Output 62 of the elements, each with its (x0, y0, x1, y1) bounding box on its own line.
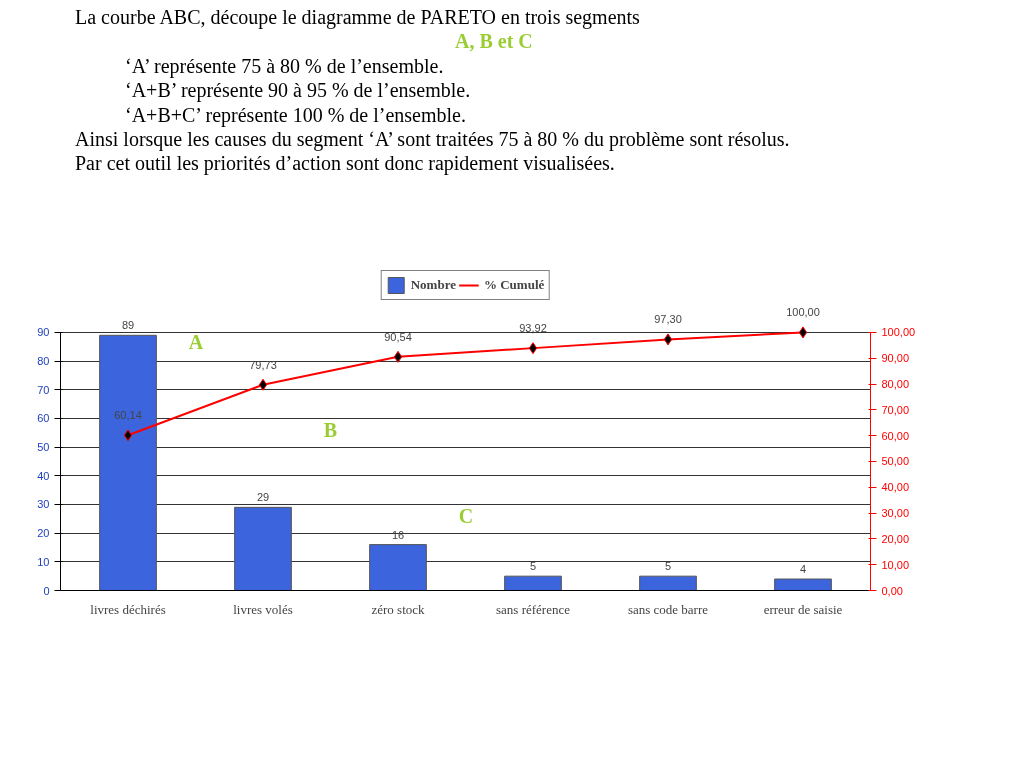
annotation: B (323, 419, 338, 442)
y-tick-label: 60 (37, 412, 50, 425)
text: Par cet outil les priorités d’action sont donc rapidement visualisées. (75, 151, 616, 176)
y2-tick-label: 50,00 (881, 455, 910, 468)
bar (639, 575, 697, 591)
y-tick-label: 70 (37, 383, 50, 396)
bar (774, 578, 832, 591)
point (798, 326, 808, 339)
point (663, 333, 673, 346)
text: ‘A+B+C’ représente 100 % de l’ensemble. (125, 102, 467, 127)
y2-tick-label: 80,00 (881, 378, 910, 391)
y2-tick-label: 30,00 (881, 507, 910, 520)
bar (504, 575, 562, 591)
data-label: 93,92 (519, 322, 547, 335)
x-tick-label: sans référence (496, 601, 571, 617)
x-tick-label: zéro stock (371, 601, 426, 617)
point (528, 342, 538, 355)
x-tick-label: livres déchirés (90, 601, 166, 617)
data-label: 79,73 (249, 358, 277, 371)
point (258, 378, 268, 391)
data-label: 97,30 (654, 313, 682, 326)
annotation: A (188, 330, 204, 353)
text: Ainsi lorsque les causes du segment ‘A’ sont traitées 75 à 80 % du problème sont résolus. (75, 127, 791, 152)
bar (99, 334, 157, 591)
legend-label: Nombre (410, 277, 456, 293)
data-label: 29 (256, 491, 270, 504)
y-tick-label: 50 (37, 441, 50, 454)
point (123, 429, 133, 442)
y-tick-label: 0 (43, 584, 50, 597)
data-label: 100,00 (786, 306, 820, 319)
x-tick-label: erreur de saisie (763, 601, 843, 617)
y2-tick-label: 70,00 (881, 403, 910, 416)
x-tick-label: sans code barre (627, 601, 709, 617)
data-label: 5 (529, 560, 537, 573)
y-tick-label: 80 (37, 355, 50, 368)
legend-label: % Cumulé (483, 277, 545, 293)
annotation: C (458, 505, 474, 528)
y-tick-label: 90 (37, 326, 50, 339)
text: ‘A’ représente 75 à 80 % de l’ensemble. (125, 53, 445, 79)
text: ‘A+B’ représente 90 à 95 % de l’ensemble. (125, 78, 472, 103)
y2-tick-label: 100,00 (881, 326, 916, 339)
x-tick-label: livres volés (233, 601, 293, 617)
y-tick-label: 40 (37, 469, 50, 482)
y2-tick-label: 60,00 (881, 429, 910, 442)
y2-tick-label: 20,00 (881, 532, 910, 545)
point (393, 350, 403, 363)
data-label: 90,54 (384, 330, 412, 343)
bar (234, 506, 292, 591)
data-label: 60,14 (114, 409, 142, 422)
y2-tick-label: 90,00 (881, 352, 910, 365)
y2-tick-label: 10,00 (881, 558, 910, 571)
y2-tick-label: 0,00 (881, 584, 903, 597)
chart-subtitle: A, B et C (455, 30, 533, 53)
y-tick-label: 30 (37, 498, 50, 511)
chart-title: La courbe ABC, découpe le diagramme de PARETO en trois segments (75, 6, 640, 28)
bar (369, 544, 427, 591)
data-label: 5 (664, 560, 672, 573)
y2-tick-label: 40,00 (881, 481, 910, 494)
data-label: 89 (121, 319, 135, 332)
data-label: 4 (799, 563, 807, 576)
y-tick-label: 20 (37, 527, 50, 540)
y-tick-label: 10 (37, 555, 50, 568)
